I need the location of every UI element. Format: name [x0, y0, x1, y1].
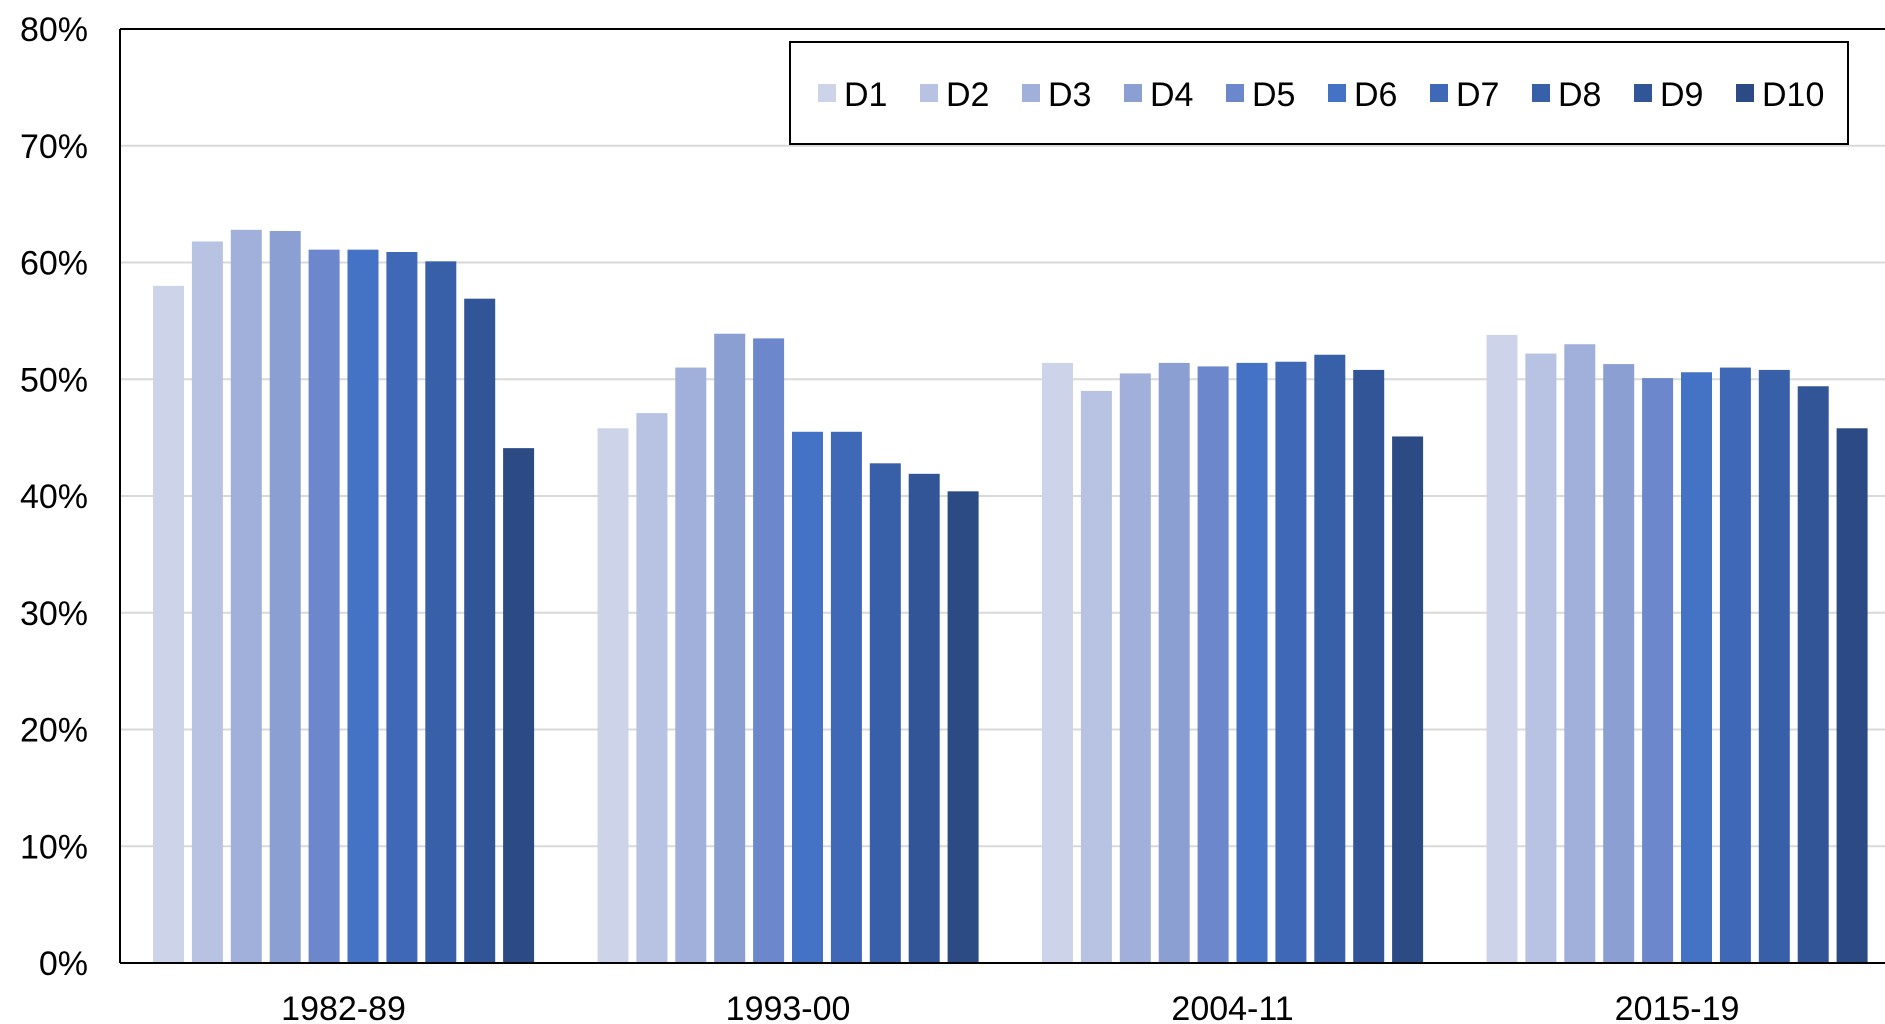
legend-label-d1: D1 — [844, 76, 887, 114]
bar-d3-1993-00 — [675, 367, 707, 963]
bar-d10-1982-89 — [503, 448, 535, 963]
legend-label-d5: D5 — [1252, 76, 1295, 114]
y-tick-label: 30% — [20, 595, 88, 633]
bar-d5-2004-11 — [1197, 366, 1229, 964]
bar-d7-2015-19 — [1719, 367, 1751, 963]
bar-d2-1993-00 — [636, 413, 668, 963]
bar-d9-2004-11 — [1353, 369, 1385, 963]
bar-d1-2015-19 — [1486, 334, 1518, 963]
legend-swatch-d6 — [1328, 84, 1346, 102]
bar-d1-1982-89 — [153, 285, 184, 964]
y-tick-label: 60% — [20, 245, 88, 283]
bar-d9-1982-89 — [464, 298, 496, 963]
legend: D1 D2 D3 D4 D5 D6 D7 D8 D9 D10 — [789, 41, 1849, 145]
axes: 0% 10% 20% 30% 40% 50% 60% 70% 80% 1982-89 1993-00… — [20, 11, 1885, 1024]
x-category-label: 2015-19 — [1615, 990, 1740, 1024]
legend-swatch-d3 — [1022, 84, 1040, 102]
legend-label-d6: D6 — [1354, 76, 1397, 114]
legend-swatch-d7 — [1430, 84, 1448, 102]
legend-label-d9: D9 — [1660, 76, 1703, 114]
bar-d3-2004-11 — [1119, 373, 1151, 964]
bar-d6-2015-19 — [1681, 372, 1712, 963]
legend-label-d2: D2 — [946, 76, 989, 114]
bar-d2-2004-11 — [1080, 390, 1112, 963]
bar-d7-2004-11 — [1275, 361, 1307, 963]
legend-swatch-d8 — [1532, 84, 1550, 102]
bar-d9-1993-00 — [908, 473, 940, 963]
bar-d8-2004-11 — [1314, 354, 1346, 963]
legend-label-d8: D8 — [1558, 76, 1601, 114]
legend-swatch-d10 — [1736, 84, 1754, 102]
legend-swatch-d4 — [1124, 84, 1142, 102]
bar-d7-1993-00 — [830, 431, 862, 964]
legend-swatch-d2 — [920, 84, 938, 102]
bar-d10-2004-11 — [1392, 436, 1424, 963]
bar-d3-2015-19 — [1564, 344, 1596, 964]
legend-label-d7: D7 — [1456, 76, 1499, 114]
legend-swatch-d1 — [818, 84, 836, 102]
bar-d2-2015-19 — [1525, 353, 1557, 963]
y-tick-label: 20% — [20, 712, 88, 750]
x-category-label: 2004-11 — [1171, 990, 1293, 1024]
bar-d1-1993-00 — [597, 428, 629, 963]
bar-d4-2004-11 — [1158, 362, 1190, 963]
legend-label-d10: D10 — [1762, 76, 1824, 114]
bar-d10-2015-19 — [1836, 428, 1868, 963]
bar-d8-1993-00 — [869, 463, 901, 963]
bar-d10-1993-00 — [947, 491, 979, 963]
legend-swatch-d9 — [1634, 84, 1652, 102]
bars — [153, 229, 1868, 964]
y-tick-label: 80% — [20, 11, 88, 49]
bar-d5-2015-19 — [1642, 378, 1674, 963]
bar-d5-1993-00 — [753, 338, 785, 963]
legend-label-d3: D3 — [1048, 76, 1091, 114]
bar-d5-1982-89 — [308, 249, 340, 964]
bar-d2-1982-89 — [191, 241, 223, 964]
bar-d3-1982-89 — [230, 229, 262, 963]
bar-d6-1982-89 — [347, 249, 379, 964]
bar-d4-2015-19 — [1603, 364, 1635, 963]
bar-d8-2015-19 — [1758, 369, 1790, 963]
bar-d7-1982-89 — [386, 251, 418, 963]
legend-swatch-d5 — [1226, 84, 1244, 102]
bar-d1-2004-11 — [1042, 362, 1073, 963]
bar-d4-1982-89 — [269, 230, 301, 964]
x-category-label: 1993-00 — [726, 990, 851, 1024]
y-tick-label: 0% — [39, 945, 88, 983]
y-tick-label: 40% — [20, 478, 88, 516]
legend-box — [789, 41, 1849, 145]
legend-label-d4: D4 — [1150, 76, 1193, 114]
bar-d6-2004-11 — [1236, 362, 1268, 963]
x-category-label: 1982-89 — [281, 990, 406, 1024]
y-tick-label: 50% — [20, 361, 88, 399]
bar-d9-2015-19 — [1797, 386, 1829, 963]
bar-d8-1982-89 — [425, 261, 457, 963]
bar-d6-1993-00 — [792, 431, 823, 964]
bar-d4-1993-00 — [714, 333, 746, 963]
y-tick-label: 10% — [20, 828, 88, 866]
y-tick-label: 70% — [20, 128, 88, 166]
